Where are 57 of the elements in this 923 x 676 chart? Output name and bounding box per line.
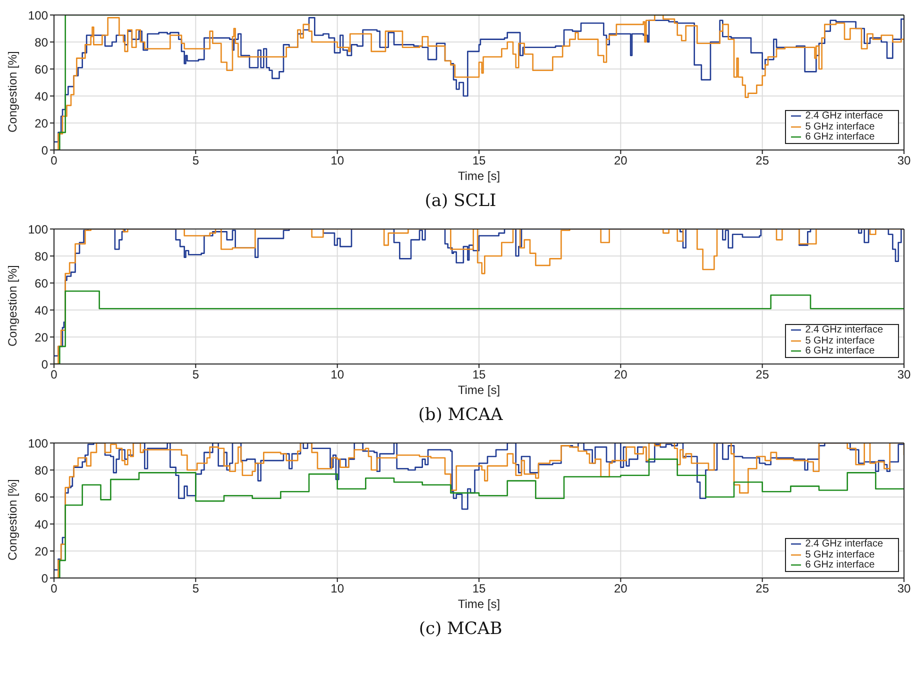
legend-label: 6 GHz interface [805, 132, 875, 143]
y-axis-title: Congestion [%] [5, 265, 20, 346]
text: (a) SCLI [424, 190, 498, 213]
y-tick-label: 20 [34, 116, 48, 130]
legend-label: 6 GHz interface [805, 560, 875, 571]
legend-label: 2.4 GHz interface [805, 538, 883, 550]
y-tick-label: 60 [34, 62, 48, 76]
y-axis-title: Congestion [%] [5, 479, 20, 560]
x-axis-title: Time [s] [458, 169, 500, 183]
y-axis-title: Congestion [%] [5, 51, 20, 132]
y-tick-label: 40 [34, 303, 48, 318]
y-tick-label: 60 [34, 276, 48, 290]
x-tick-label: 20 [614, 154, 628, 168]
x-tick-label: 5 [192, 582, 200, 596]
x-tick-label: 25 [756, 582, 770, 596]
y-tick-label: 80 [34, 35, 48, 50]
x-tick-label: 30 [897, 368, 911, 382]
x-tick-label: 25 [756, 368, 770, 382]
x-tick-label: 0 [50, 154, 58, 168]
x-tick-label: 5 [192, 368, 200, 382]
x-tick-label: 20 [614, 368, 628, 382]
y-tick-label: 40 [34, 89, 48, 104]
y-tick-label: 80 [34, 249, 48, 264]
x-tick-label: 10 [330, 154, 344, 168]
y-tick-label: 100 [28, 436, 48, 450]
y-tick-label: 40 [34, 517, 48, 532]
y-tick-label: 100 [28, 222, 48, 236]
x-tick-label: 30 [897, 154, 911, 168]
x-tick-label: 15 [472, 582, 486, 596]
x-tick-label: 30 [897, 582, 911, 596]
legend-label: 5 GHz interface [805, 335, 875, 346]
y-tick-label: 80 [34, 463, 48, 478]
x-tick-label: 20 [614, 582, 628, 596]
x-tick-label: 10 [330, 368, 344, 382]
y-tick-label: 0 [41, 143, 48, 158]
legend-label: 5 GHz interface [805, 549, 875, 560]
legend-label: 2.4 GHz interface [805, 110, 883, 122]
text: (c) MCAB [418, 618, 504, 641]
x-tick-label: 15 [472, 368, 486, 382]
x-tick-label: 10 [330, 582, 344, 596]
y-tick-label: 0 [41, 357, 48, 372]
legend-label: 5 GHz interface [805, 121, 875, 132]
legend-label: 2.4 GHz interface [805, 324, 883, 336]
x-axis-title: Time [s] [458, 597, 500, 611]
x-axis-title: Time [s] [458, 383, 500, 397]
y-tick-label: 60 [34, 490, 48, 504]
x-tick-label: 0 [50, 368, 58, 382]
x-tick-label: 5 [192, 154, 200, 168]
y-tick-label: 20 [34, 330, 48, 344]
x-tick-label: 25 [756, 154, 770, 168]
legend-label: 6 GHz interface [805, 346, 875, 357]
y-tick-label: 20 [34, 544, 48, 558]
x-tick-label: 15 [472, 154, 486, 168]
y-tick-label: 100 [28, 8, 48, 22]
x-tick-label: 0 [50, 582, 58, 596]
y-tick-label: 0 [41, 571, 48, 586]
text: (b) MCAA [417, 404, 504, 427]
